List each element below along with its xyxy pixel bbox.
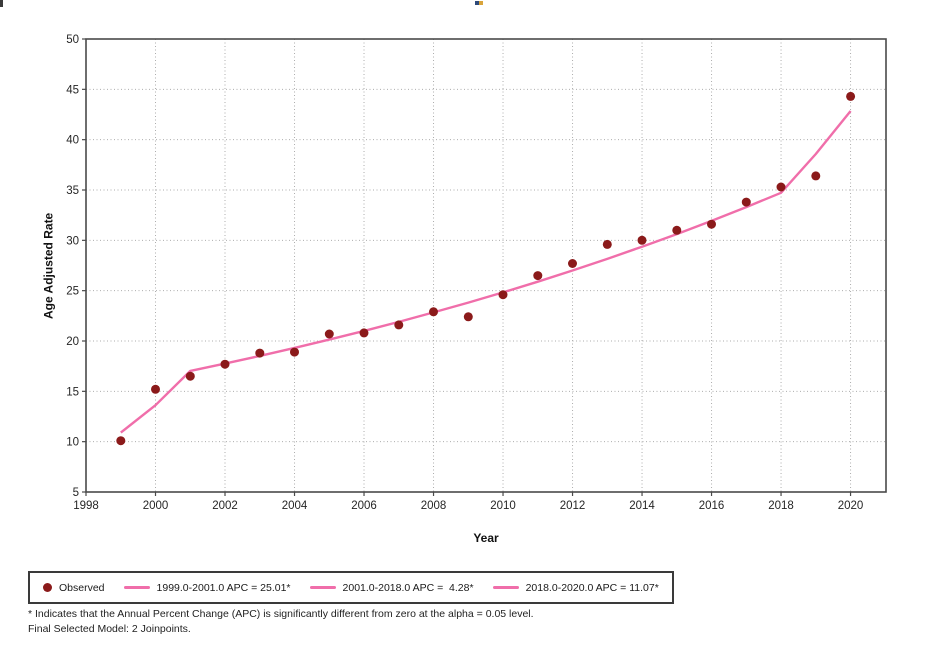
observed-point (602, 239, 612, 249)
footnotes: * Indicates that the Annual Percent Chan… (28, 607, 534, 637)
y-tick-label: 35 (66, 185, 79, 197)
observed-point (116, 436, 126, 446)
legend-item-segment3: 2018.0-2020.0 APC = 11.07* (492, 581, 659, 594)
clipped-corner-artifact (0, 0, 3, 7)
x-tick-label: 2016 (699, 500, 725, 512)
observed-point (324, 329, 334, 339)
legend-item-segment2: 2001.0-2018.0 APC = 4.28* (309, 581, 474, 594)
observed-point (220, 359, 230, 369)
observed-point (533, 271, 543, 281)
footnote-apc-significance: * Indicates that the Annual Percent Chan… (28, 608, 534, 620)
y-axis-title: Age Adjusted Rate (41, 212, 56, 319)
legend-segment1-label: 1999.0-2001.0 APC = 25.01* (156, 581, 291, 594)
clipped-title-icon-artifact (475, 1, 479, 5)
axis-ticks (82, 38, 852, 496)
legend-observed-label: Observed (59, 581, 105, 594)
observed-point (290, 347, 299, 357)
observed-points (116, 91, 856, 446)
y-tick-label: 15 (66, 386, 79, 398)
legend-item-segment1: 1999.0-2001.0 APC = 25.01* (123, 581, 291, 594)
trend-line-swatch (309, 586, 336, 589)
observed-point (637, 235, 647, 245)
plot-frame (85, 38, 887, 493)
observed-dot-swatch (43, 583, 52, 592)
legend-segment3-label: 2018.0-2020.0 APC = 11.07* (525, 581, 659, 594)
x-axis-title: Year (473, 531, 499, 545)
observed-point (255, 348, 265, 358)
y-tick-label: 5 (73, 487, 79, 499)
x-tick-label: 2006 (351, 500, 377, 512)
clipped-title-icon-artifact (479, 1, 483, 5)
x-tick-label: 2008 (421, 500, 447, 512)
x-tick-label: 1998 (73, 500, 99, 512)
observed-point (707, 219, 716, 229)
observed-point (776, 182, 786, 192)
y-tick-label: 25 (66, 286, 79, 298)
observed-point (498, 290, 508, 300)
x-tick-label: 2014 (629, 500, 655, 512)
footnote-final-model: Final Selected Model: 2 Joinpoints. (28, 623, 191, 635)
x-tick-label: 2020 (838, 500, 864, 512)
observed-point (359, 328, 369, 338)
legend-segment2-label: 2001.0-2018.0 APC = 4.28* (342, 581, 474, 594)
trend-line-swatch (492, 586, 519, 589)
observed-point (463, 312, 473, 322)
x-tick-label: 2010 (490, 500, 516, 512)
observed-point (741, 197, 751, 207)
joinpoint-plot: 1998 2000 2002 2004 2006 2008 2010 2012 2014 2016… (66, 34, 887, 512)
x-tick-label: 2012 (560, 500, 586, 512)
y-tick-label: 30 (66, 235, 79, 247)
x-tick-label: 2018 (768, 500, 794, 512)
observed-point (185, 371, 195, 381)
y-tick-label: 40 (66, 135, 79, 147)
trend-line-swatch (123, 586, 150, 589)
observed-point (394, 320, 404, 330)
gridlines (86, 39, 886, 492)
observed-point (846, 91, 856, 101)
trend-line (120, 110, 852, 434)
x-tick-label: 2004 (282, 500, 308, 512)
observed-point (429, 307, 438, 317)
y-tick-label: 10 (66, 437, 79, 449)
y-tick-label: 20 (66, 336, 79, 348)
x-tick-label: 2002 (212, 500, 238, 512)
observed-point (151, 384, 160, 394)
x-tick-label: 2000 (143, 500, 169, 512)
observed-point (811, 171, 821, 181)
legend-item-observed: Observed (43, 582, 105, 594)
observed-point (568, 259, 577, 268)
y-tick-label: 45 (66, 84, 79, 96)
axis-tick-labels: 1998 2000 2002 2004 2006 2008 2010 2012 2014 2016… (66, 34, 863, 512)
y-tick-label: 50 (66, 34, 79, 46)
legend: Observed 1999.0-2001.0 APC = 25.01* 2001… (28, 571, 674, 604)
observed-point (672, 225, 682, 235)
